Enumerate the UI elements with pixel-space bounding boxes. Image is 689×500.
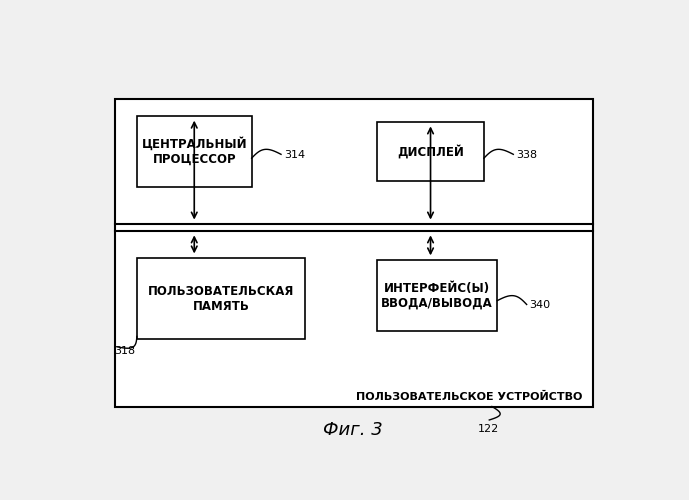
Bar xyxy=(137,258,305,339)
Bar xyxy=(137,116,251,187)
Text: ДИСПЛЕЙ: ДИСПЛЕЙ xyxy=(397,144,464,158)
Bar xyxy=(116,98,593,406)
Bar xyxy=(377,260,497,332)
Text: ЦЕНТРАЛЬНЫЙ
ПРОЦЕССОР: ЦЕНТРАЛЬНЫЙ ПРОЦЕССОР xyxy=(141,137,247,166)
Text: 122: 122 xyxy=(477,424,499,434)
Text: 338: 338 xyxy=(516,150,537,160)
Text: Фиг. 3: Фиг. 3 xyxy=(323,420,383,438)
Text: ИНТЕРФЕЙС(Ы)
ВВОДА/ВЫВОДА: ИНТЕРФЕЙС(Ы) ВВОДА/ВЫВОДА xyxy=(381,282,493,310)
Text: 318: 318 xyxy=(114,346,135,356)
Text: 314: 314 xyxy=(284,150,305,160)
Text: 340: 340 xyxy=(529,300,551,310)
Text: ПОЛЬЗОВАТЕЛЬСКАЯ
ПАМЯТЬ: ПОЛЬЗОВАТЕЛЬСКАЯ ПАМЯТЬ xyxy=(147,284,294,312)
Text: ПОЛЬЗОВАТЕЛЬСКОЕ УСТРОЙСТВО: ПОЛЬЗОВАТЕЛЬСКОЕ УСТРОЙСТВО xyxy=(356,392,583,402)
Bar xyxy=(377,122,484,182)
